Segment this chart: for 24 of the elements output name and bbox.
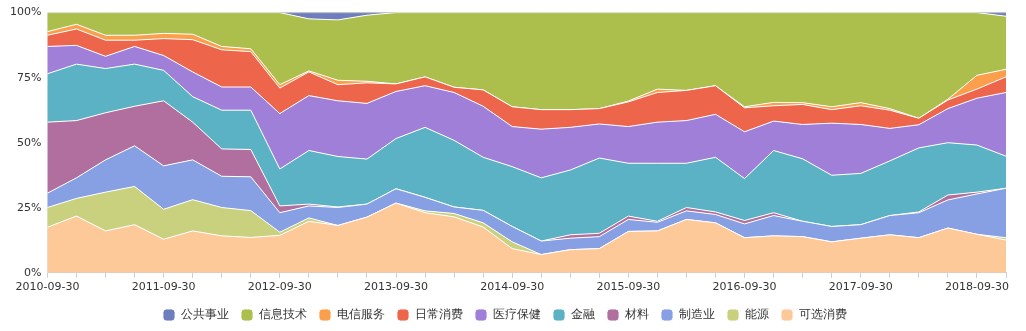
y-tick-label: 25% — [16, 200, 42, 214]
x-tick-label: 2013-09-30 — [364, 280, 428, 294]
x-tick-label: 2017-09-30 — [828, 280, 893, 294]
x-tick-label: 2018-09-30 — [944, 280, 1009, 294]
y-tick-label: 75% — [16, 70, 42, 84]
x-tick-label: 2010-09-30 — [15, 280, 80, 294]
legend-label: 信息技术 — [259, 307, 307, 322]
legend-label: 制造业 — [679, 307, 715, 322]
x-tick-label: 2012-09-30 — [247, 280, 312, 294]
x-tick-label: 2011-09-30 — [131, 280, 196, 294]
y-tick-label: 100% — [9, 5, 42, 19]
legend-label: 可选消费 — [799, 307, 847, 322]
x-tick-label: 2014-09-30 — [480, 280, 545, 294]
legend-label: 材料 — [624, 307, 649, 322]
y-tick-label: 0% — [23, 265, 42, 279]
legend-label: 金融 — [571, 307, 595, 322]
y-tick-label: 50% — [16, 135, 42, 149]
x-tick-label: 2016-09-30 — [712, 280, 777, 294]
legend-label: 能源 — [745, 307, 769, 322]
legend-label: 电信服务 — [337, 307, 385, 322]
legend-label: 医疗保健 — [493, 307, 541, 322]
x-tick-label: 2015-09-30 — [596, 280, 661, 294]
legend-label: 日常消费 — [415, 307, 463, 322]
legend-label: 公共事业 — [181, 307, 229, 322]
